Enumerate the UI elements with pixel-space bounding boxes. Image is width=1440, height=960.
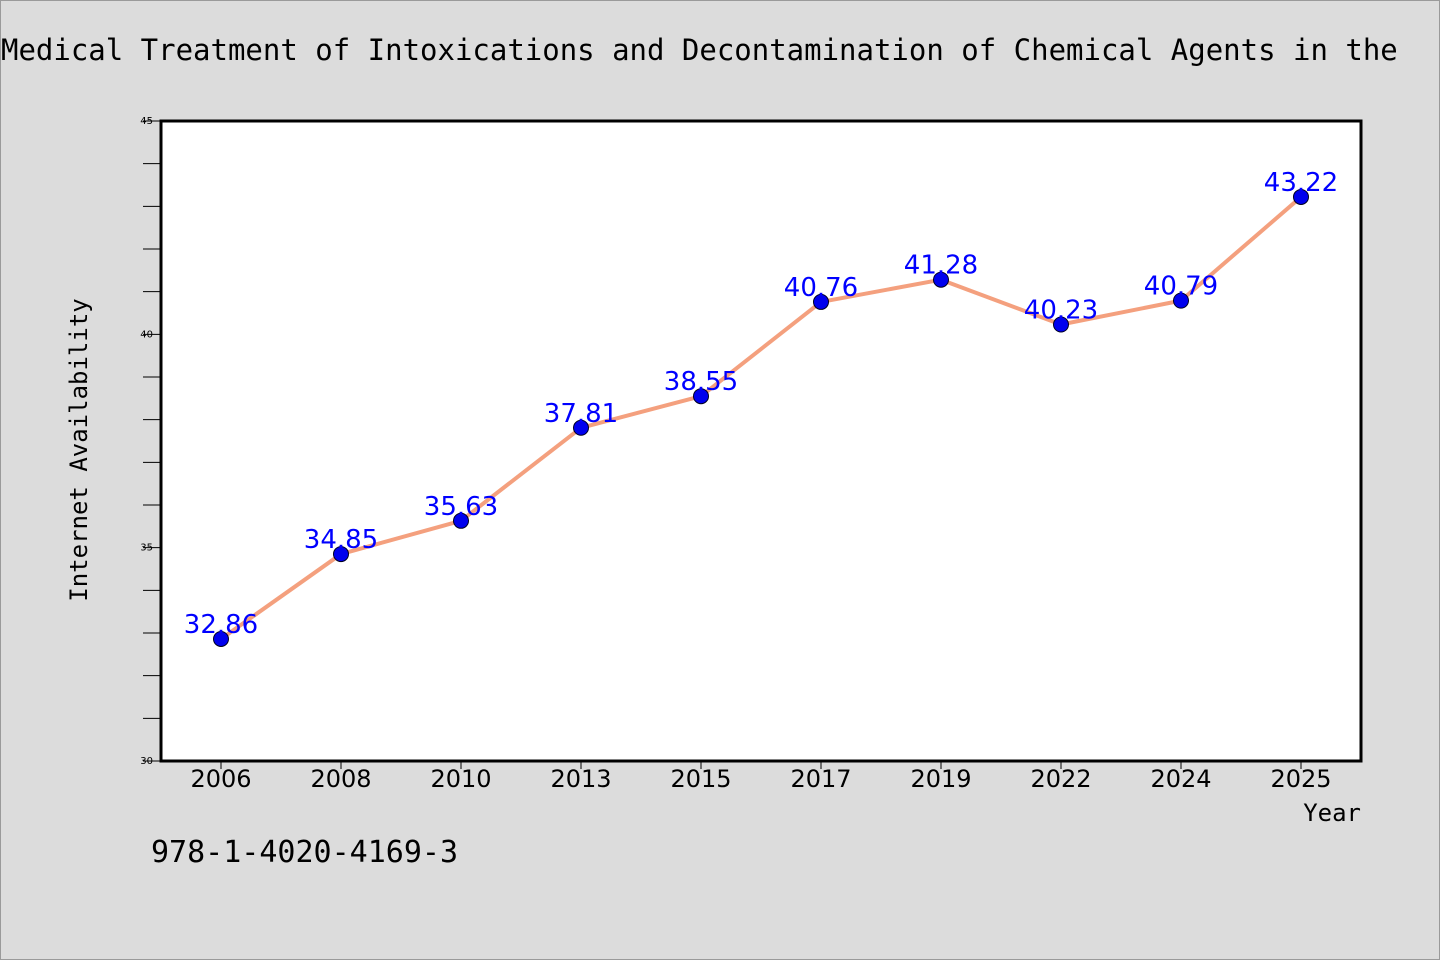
data-labels: 32.86 34.85 35.63 37.81 38.55 40.76 41.28 40.23… [184, 168, 1338, 640]
data-label: 34.85 [304, 525, 378, 555]
x-tick-label: 2013 [550, 765, 611, 793]
x-axis-label: Year [1303, 799, 1361, 827]
data-point [693, 388, 709, 405]
y-tick-label: 30 [140, 756, 153, 767]
data-point [453, 512, 469, 529]
data-label: 43.22 [1264, 168, 1338, 198]
chart-title: Medical Treatment of Intoxications and D… [1, 33, 1398, 67]
x-tick-label: 2024 [1150, 765, 1211, 793]
y-tick-label: 40 [140, 329, 153, 340]
data-points [213, 188, 1309, 647]
data-label: 32.86 [184, 610, 258, 640]
x-tick-label: 2019 [910, 765, 971, 793]
plot-area [161, 121, 1361, 761]
data-label: 37.81 [544, 399, 618, 429]
series-line [219, 194, 1303, 641]
data-point [933, 271, 949, 288]
x-tick-label: 2010 [430, 765, 491, 793]
data-point [813, 293, 829, 310]
data-point [1293, 188, 1309, 205]
data-label: 38.55 [664, 367, 738, 397]
data-label: 41.28 [904, 251, 978, 281]
y-tick-label: 35 [140, 543, 153, 554]
data-label: 40.76 [784, 273, 858, 303]
data-point [573, 419, 589, 436]
data-label: 40.79 [1144, 272, 1218, 302]
isbn-text: 978-1-4020-4169-3 [151, 835, 459, 870]
y-axis-label: Internet Availability [65, 298, 93, 601]
data-point [333, 546, 349, 563]
x-tick-label: 2022 [1030, 765, 1091, 793]
x-tick-label: 2008 [310, 765, 371, 793]
x-tick-label: 2015 [670, 765, 731, 793]
data-point [1053, 316, 1069, 333]
x-axis-ticks: 2006 2008 2010 2013 2015 2017 2019 2022 2024 2025 [190, 761, 1332, 793]
y-tick-label: 45 [140, 116, 153, 127]
data-label: 35.63 [424, 492, 498, 522]
x-tick-label: 2017 [790, 765, 851, 793]
x-tick-label: 2006 [190, 765, 251, 793]
plot-frame [159, 119, 1363, 763]
data-label: 40.23 [1024, 296, 1098, 326]
data-point [213, 630, 229, 647]
y-axis-ticks: 30 35 40 45 [140, 116, 161, 767]
x-tick-label: 2025 [1270, 765, 1331, 793]
data-point [1173, 292, 1189, 309]
